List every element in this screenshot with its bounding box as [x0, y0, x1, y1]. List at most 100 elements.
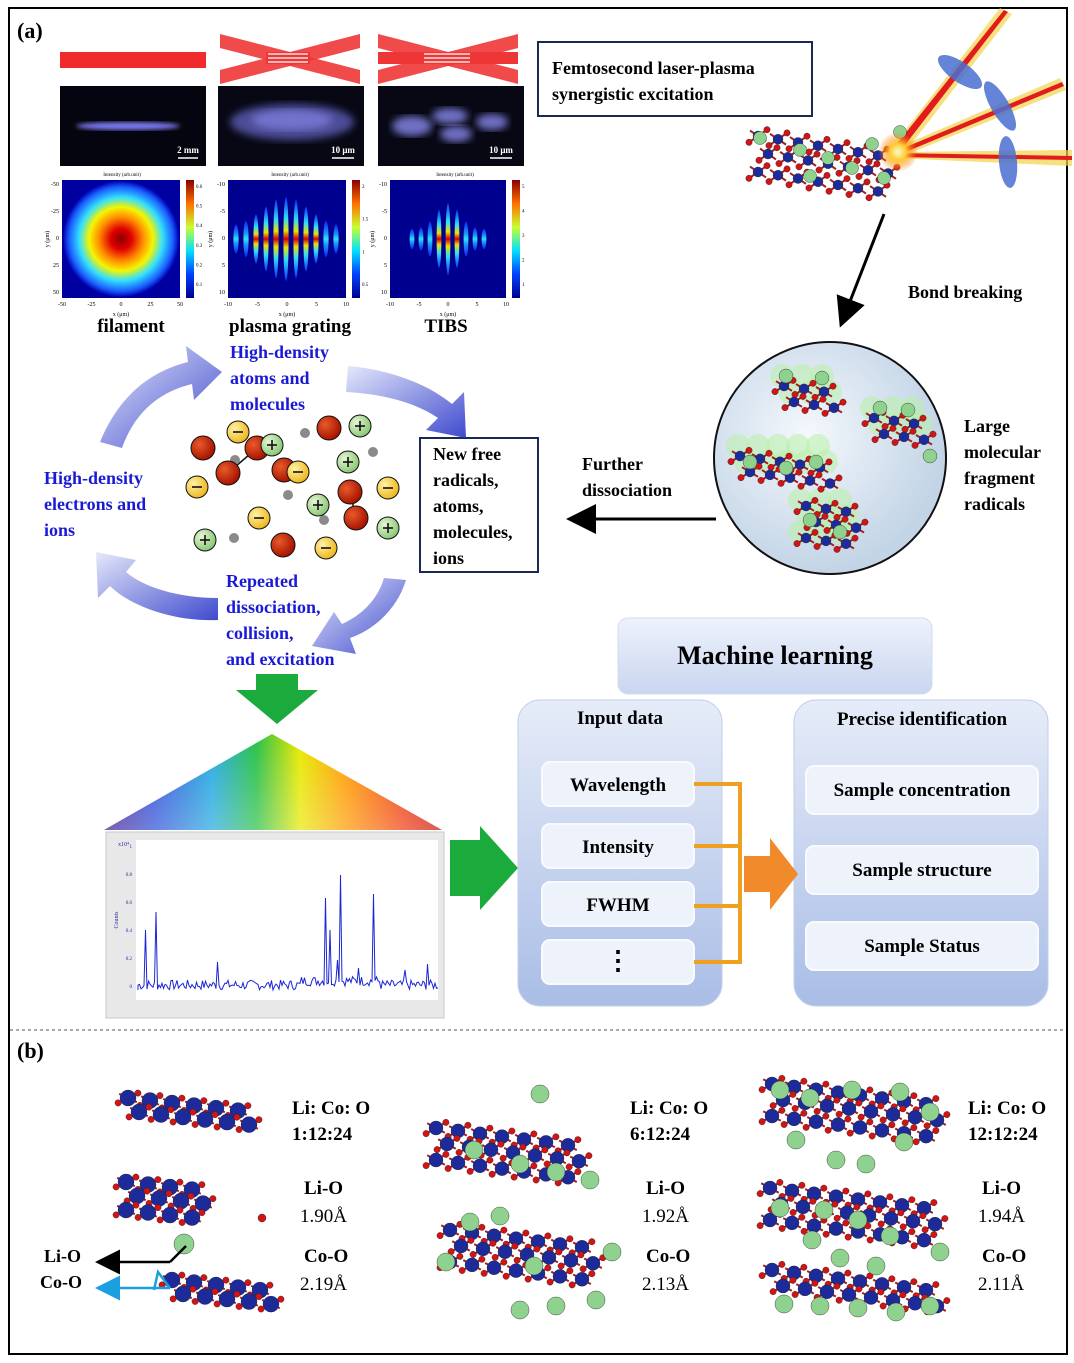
cobalt-atom — [240, 1116, 258, 1133]
oxygen-atom — [480, 1269, 488, 1277]
oxygen-atom — [478, 1255, 486, 1263]
oxygen-atom — [156, 1092, 164, 1100]
oxygen-atom — [767, 463, 775, 471]
oxygen-atom — [919, 414, 927, 422]
coo-label: Co-O — [304, 1246, 348, 1267]
oxygen-atom — [888, 1121, 896, 1129]
oxygen-atom — [899, 1291, 907, 1299]
lithium-atom — [546, 1162, 566, 1182]
oxygen-atom — [574, 1168, 582, 1176]
oxygen-atom — [745, 174, 753, 182]
spectrum-ytick: 0.6 — [126, 901, 133, 906]
lithium-atom — [848, 1210, 868, 1230]
oxygen-atom — [488, 1170, 496, 1178]
cobalt-atom — [130, 1103, 148, 1121]
oxygen-atom — [213, 1300, 221, 1308]
output-box — [805, 845, 1039, 895]
ratio-value: 6:12:24 — [630, 1124, 691, 1145]
cobalt-atom — [820, 503, 832, 515]
spectrum-yscale: x10⁴ — [118, 842, 129, 848]
oxygen-atom — [930, 1199, 938, 1206]
oxygen-atom — [191, 1298, 199, 1305]
oxygen-atom — [769, 1288, 777, 1296]
ml-connectors — [694, 782, 798, 964]
oxygen-atom — [727, 458, 735, 465]
cobalt-atom — [819, 1284, 835, 1299]
oxygen-atom — [530, 1130, 538, 1138]
oxygen-atom — [422, 1162, 430, 1170]
oxygen-atom — [825, 187, 833, 195]
cycle-arrows — [96, 346, 466, 654]
lithium-atom — [753, 131, 767, 145]
cobalt-atom — [872, 186, 884, 197]
plasma-grating-scalebar: 10 μm — [331, 145, 355, 155]
tibs-ytick: 0 — [384, 236, 387, 242]
tibs-xtick: -10 — [386, 302, 394, 308]
oxygen-atom — [758, 1086, 766, 1094]
oxygen-atom — [745, 138, 753, 146]
lithium-atom — [602, 1242, 622, 1262]
lithium-atom — [900, 402, 916, 418]
cobalt-atom — [762, 148, 774, 160]
cobalt-atom — [786, 1111, 802, 1127]
molecular-fragments — [726, 364, 938, 553]
oxygen-atom — [235, 1126, 243, 1133]
lithium-atom — [814, 1200, 834, 1220]
spectrum-ylabel: Counts — [114, 911, 120, 929]
oxygen-atom — [497, 1140, 505, 1148]
tibs-cbar-title: Intensity (arb.unit) — [436, 173, 474, 178]
cobalt-atom — [795, 1199, 811, 1215]
lithium-atom — [510, 1154, 530, 1174]
cobalt-atom — [585, 1256, 601, 1271]
oxygen-atom — [444, 1165, 452, 1172]
lithium-atom — [436, 1252, 456, 1272]
grating-fringe — [233, 224, 239, 254]
lithium-atom — [814, 370, 830, 386]
further-dissociation-line-1: Further — [582, 454, 643, 474]
cobalt-atom — [878, 428, 890, 440]
oxygen-atom — [829, 382, 837, 390]
pg-xtick: -10 — [224, 302, 232, 308]
oxygen-atom — [574, 1136, 582, 1144]
lithium-atom — [524, 1256, 544, 1276]
oxygen-atom — [835, 474, 843, 482]
cobalt-atom — [818, 386, 830, 397]
pg-xtick: 0 — [286, 302, 289, 308]
oxygen-atom — [932, 1095, 940, 1102]
oxygen-atom — [577, 1251, 585, 1259]
oxygen-atom — [821, 513, 829, 520]
cobalt-atom — [475, 1241, 491, 1257]
oxygen-atom — [165, 1190, 173, 1198]
oxygen-atom — [863, 178, 871, 186]
oxygen-atom — [795, 468, 803, 476]
oxygen-atom — [486, 1156, 494, 1164]
oxygen-atom — [897, 1209, 905, 1217]
fil-xtick: 0 — [120, 302, 123, 308]
spectrum-ytick: 0.8 — [126, 873, 133, 878]
new-free-line-1: New free — [433, 444, 501, 464]
bond-arrows — [95, 1245, 187, 1301]
cobalt-atom — [850, 522, 862, 533]
ml-title-box — [617, 617, 933, 695]
oxygen-atom — [811, 529, 819, 536]
new-free-line-2: radicals, — [433, 470, 499, 490]
oxygen-atom — [780, 1121, 788, 1128]
oxygen-atom — [143, 1187, 151, 1195]
plasma-grating-cbar-title: Intensity (arb.unit) — [271, 173, 309, 178]
oxygen-atom — [941, 1215, 949, 1222]
plasma-grating-photo: 10 μm — [218, 86, 364, 166]
oxygen-atom — [855, 1099, 863, 1107]
lithium-atom — [460, 1212, 480, 1232]
lithium-atom — [802, 512, 818, 528]
lithium-atom — [826, 1150, 846, 1170]
oxygen-atom — [811, 496, 819, 504]
oxygen-atom — [787, 1195, 795, 1202]
spectrum-ytick: 0.2 — [126, 957, 133, 962]
oxygen-atom — [879, 1116, 887, 1124]
cobalt-atom — [453, 1238, 469, 1254]
oxygen-atom — [757, 477, 765, 484]
cobalt-atom — [552, 1269, 568, 1284]
cobalt-atom — [812, 140, 824, 151]
oxygen-atom — [864, 1190, 872, 1198]
oxygen-atom — [908, 1196, 916, 1204]
